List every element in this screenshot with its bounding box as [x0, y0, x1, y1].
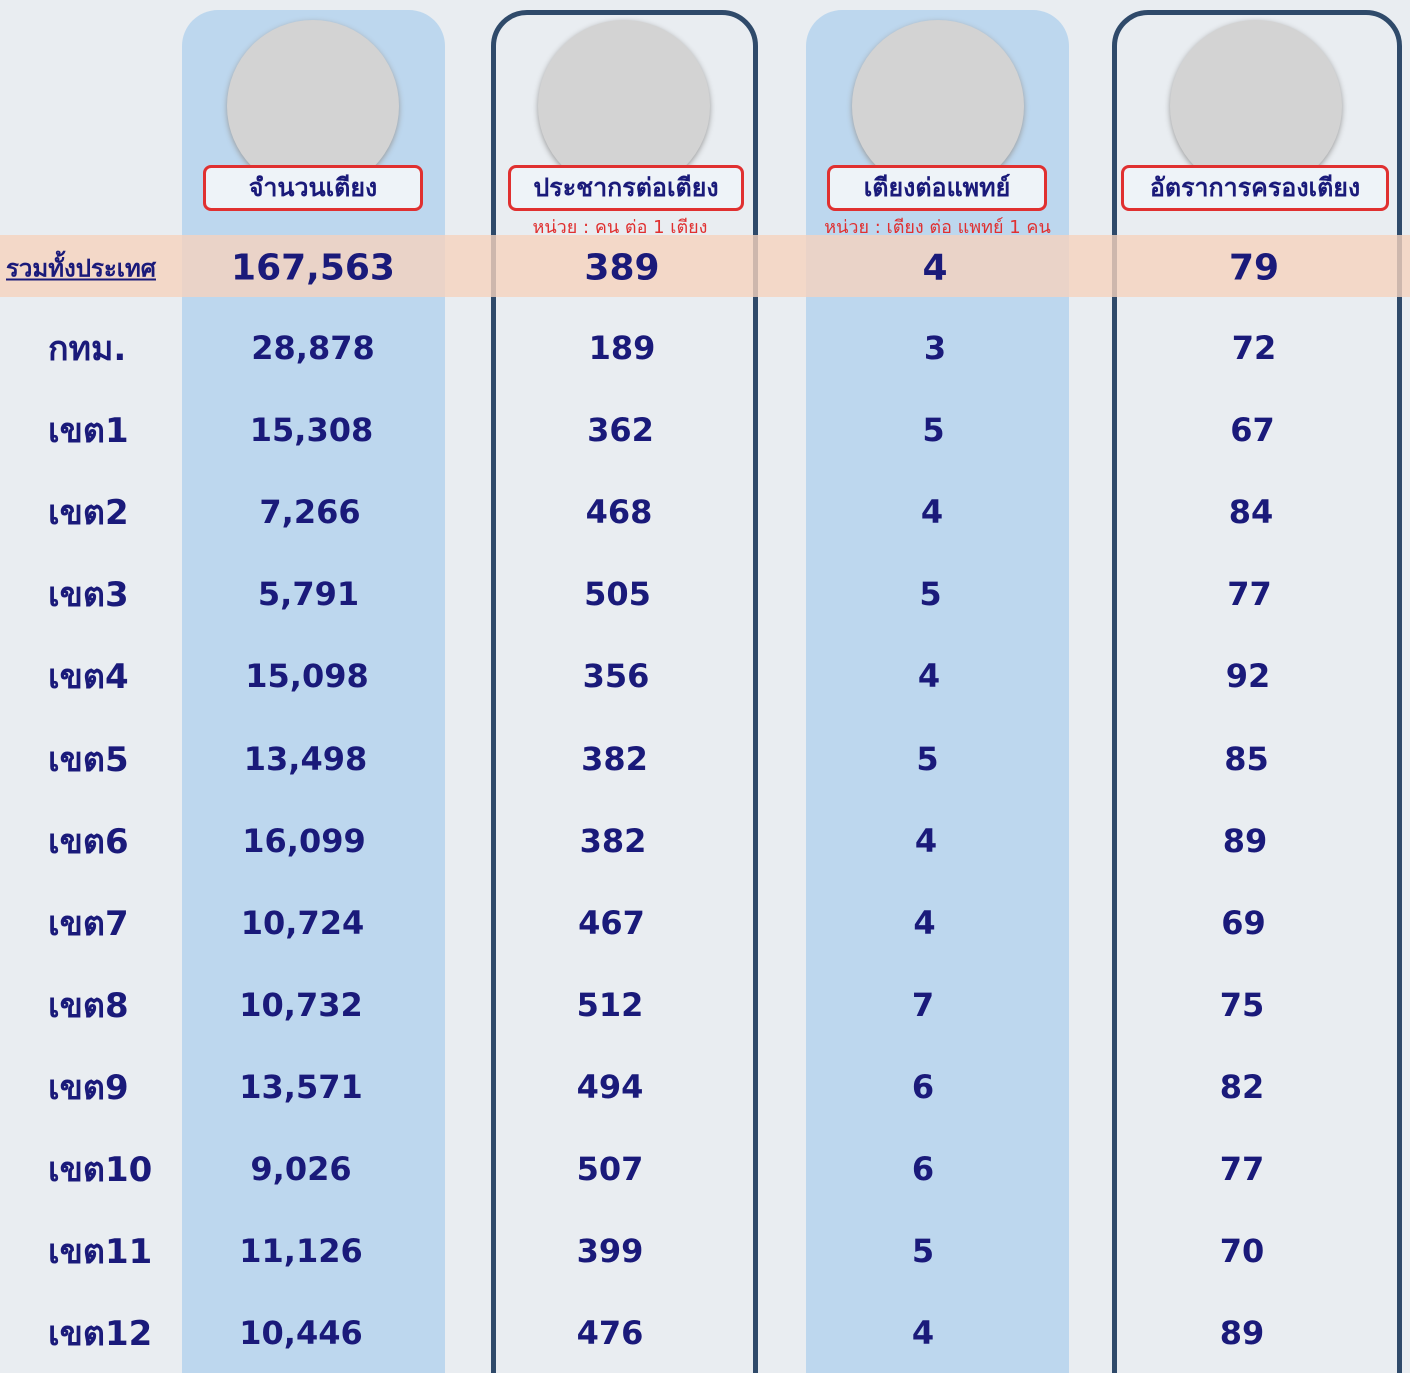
cell-value: 84: [1229, 493, 1274, 531]
cell-value: 399: [577, 1232, 644, 1270]
cell-value: 13,498: [244, 740, 367, 778]
cell-value: 494: [577, 1068, 644, 1106]
cell-value: 28,878: [251, 329, 374, 367]
cell-value: 7,266: [259, 493, 360, 531]
cell-value: 13,571: [239, 1068, 362, 1106]
cell-value: 356: [583, 657, 650, 695]
cell-value: 505: [584, 575, 651, 613]
cell-value: 7: [912, 986, 934, 1024]
cell-value: 67: [1230, 411, 1275, 449]
cell-value: 507: [577, 1150, 644, 1188]
column-header: ประชากรต่อเตียง: [508, 165, 744, 211]
total-value: 4: [922, 248, 947, 289]
cell-value: 382: [580, 822, 647, 860]
row-label: กทม.: [48, 321, 126, 375]
cell-value: 476: [577, 1314, 644, 1352]
cell-value: 382: [581, 740, 648, 778]
total-band: [0, 235, 1410, 297]
cell-value: 4: [921, 493, 943, 531]
cell-value: 5,791: [258, 575, 359, 613]
total-value: 79: [1229, 248, 1279, 289]
cell-value: 189: [589, 329, 656, 367]
row-label: เขต7: [48, 896, 129, 950]
cell-value: 10,732: [239, 986, 362, 1024]
cell-value: 6: [912, 1068, 934, 1106]
cell-value: 82: [1220, 1068, 1265, 1106]
total-value: 167,563: [231, 248, 395, 289]
cell-value: 4: [915, 822, 937, 860]
row-label: เขต4: [48, 649, 129, 703]
cell-value: 3: [924, 329, 946, 367]
row-label: เขต12: [48, 1306, 152, 1360]
cell-value: 77: [1227, 575, 1272, 613]
cell-value: 69: [1221, 904, 1266, 942]
cell-value: 75: [1220, 986, 1265, 1024]
row-label: เขต9: [48, 1060, 129, 1114]
cell-value: 6: [912, 1150, 934, 1188]
column-header: จำนวนเตียง: [203, 165, 423, 211]
total-label: รวมทั้งประเทศ: [6, 249, 156, 288]
cell-value: 92: [1226, 657, 1271, 695]
cell-value: 85: [1224, 740, 1269, 778]
total-value: 389: [584, 248, 659, 289]
cell-value: 467: [578, 904, 645, 942]
row-label: เขต6: [48, 814, 129, 868]
cell-value: 72: [1232, 329, 1277, 367]
cell-value: 9,026: [250, 1150, 351, 1188]
cell-value: 4: [918, 657, 940, 695]
cell-value: 11,126: [239, 1232, 362, 1270]
row-label: เขต10: [48, 1142, 152, 1196]
row-label: เขต5: [48, 732, 129, 786]
page: จำนวนเตียง ประชากรต่อเตียง หน่วย : คน ต่…: [0, 0, 1410, 1373]
cell-value: 362: [587, 411, 654, 449]
cell-value: 5: [922, 411, 944, 449]
cell-value: 89: [1223, 822, 1268, 860]
cell-value: 4: [913, 904, 935, 942]
cell-value: 77: [1220, 1150, 1265, 1188]
cell-value: 70: [1220, 1232, 1265, 1270]
column-header: อัตราการครองเตียง: [1121, 165, 1389, 211]
cell-value: 10,446: [239, 1314, 362, 1352]
row-label: เขต11: [48, 1224, 152, 1278]
cell-value: 16,099: [242, 822, 365, 860]
cell-value: 4: [912, 1314, 934, 1352]
column-header: เตียงต่อแพทย์: [827, 165, 1047, 211]
cell-value: 15,308: [250, 411, 373, 449]
cell-value: 512: [577, 986, 644, 1024]
row-label: เขต1: [48, 403, 129, 457]
cell-value: 5: [919, 575, 941, 613]
cell-value: 15,098: [245, 657, 368, 695]
cell-value: 5: [912, 1232, 934, 1270]
cell-value: 5: [916, 740, 938, 778]
row-label: เขต3: [48, 567, 129, 621]
row-label: เขต2: [48, 485, 129, 539]
cell-value: 468: [586, 493, 653, 531]
row-label: เขต8: [48, 978, 129, 1032]
cell-value: 89: [1220, 1314, 1265, 1352]
cell-value: 10,724: [241, 904, 364, 942]
